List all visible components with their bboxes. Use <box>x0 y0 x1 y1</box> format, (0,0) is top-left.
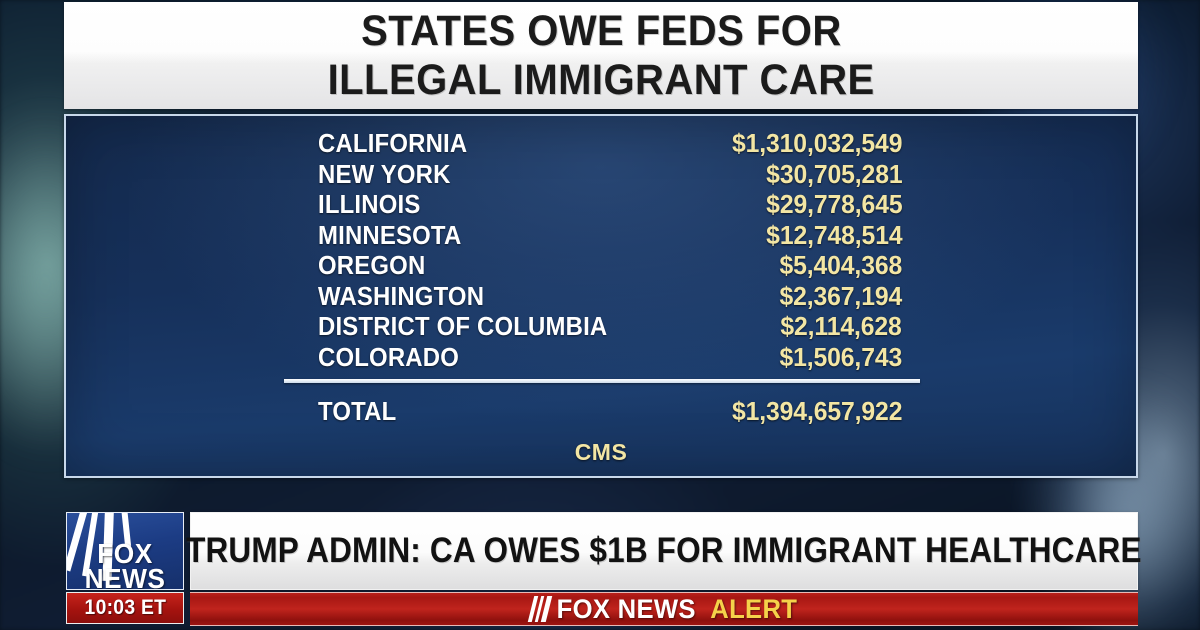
amount-value: $1,506,743 <box>779 341 902 372</box>
table-row: COLORADO $1,506,743 <box>318 342 902 373</box>
breaking-news-alert-bar: FOX NEWS ALERT <box>190 592 1138 626</box>
total-amount: $1,394,657,922 <box>731 396 902 426</box>
state-amount-list: CALIFORNIA $1,310,032,549 NEW YORK $30,7… <box>318 128 902 372</box>
amount-value: $5,404,368 <box>779 250 902 280</box>
state-label: MINNESOTA <box>318 219 462 250</box>
total-divider <box>284 379 920 383</box>
state-label: DISTRICT OF COLUMBIA <box>318 311 608 341</box>
timestamp-badge: 10:03 ET <box>66 592 184 624</box>
table-row: OREGON $5,404,368 <box>318 250 902 281</box>
table-row: NEW YORK $30,705,281 <box>318 159 902 190</box>
table-row: WASHINGTON $2,367,194 <box>318 281 902 312</box>
logo-text-news: NEWS <box>84 563 166 590</box>
alert-brand-text: FOX NEWS <box>556 593 696 624</box>
title-line-1: STATES OWE FEDS FOR <box>360 6 842 55</box>
state-label: CALIFORNIA <box>318 128 468 158</box>
table-row: CALIFORNIA $1,310,032,549 <box>318 128 902 159</box>
chyron-headline-bar: TRUMP ADMIN: CA OWES $1B FOR IMMIGRANT H… <box>186 512 1142 590</box>
state-label: NEW YORK <box>318 158 451 189</box>
state-label: WASHINGTON <box>318 280 485 311</box>
graphic-title-band: STATES OWE FEDS FOR ILLEGAL IMMIGRANT CA… <box>64 2 1138 109</box>
state-label: ILLINOIS <box>318 189 421 219</box>
fox-slash-icon <box>527 596 552 622</box>
title-line-2: ILLEGAL IMMIGRANT CARE <box>327 55 875 104</box>
table-row: DISTRICT OF COLUMBIA $2,114,628 <box>318 311 902 342</box>
state-label: COLORADO <box>318 341 460 372</box>
timestamp-text: 10:03 ET <box>84 596 166 619</box>
table-row: ILLINOIS $29,778,645 <box>318 189 902 220</box>
alert-word-text: ALERT <box>710 593 798 624</box>
chyron-headline-text: TRUMP ADMIN: CA OWES $1B FOR IMMIGRANT H… <box>186 531 1142 570</box>
amount-value: $2,367,194 <box>779 280 902 311</box>
amount-value: $29,778,645 <box>765 189 902 219</box>
data-panel: CALIFORNIA $1,310,032,549 NEW YORK $30,7… <box>64 114 1138 478</box>
total-label: TOTAL <box>318 396 397 426</box>
total-row: TOTAL $1,394,657,922 <box>318 396 902 427</box>
fox-news-logo: FOX NEWS <box>66 512 184 590</box>
amount-value: $1,310,032,549 <box>731 128 902 158</box>
table-row: MINNESOTA $12,748,514 <box>318 220 902 251</box>
amount-value: $12,748,514 <box>765 219 902 250</box>
logo-text-fox: FOX <box>97 538 153 569</box>
source-attribution: CMS <box>574 439 628 465</box>
state-label: OREGON <box>318 250 426 280</box>
amount-value: $2,114,628 <box>780 311 902 341</box>
amount-value: $30,705,281 <box>765 158 902 189</box>
